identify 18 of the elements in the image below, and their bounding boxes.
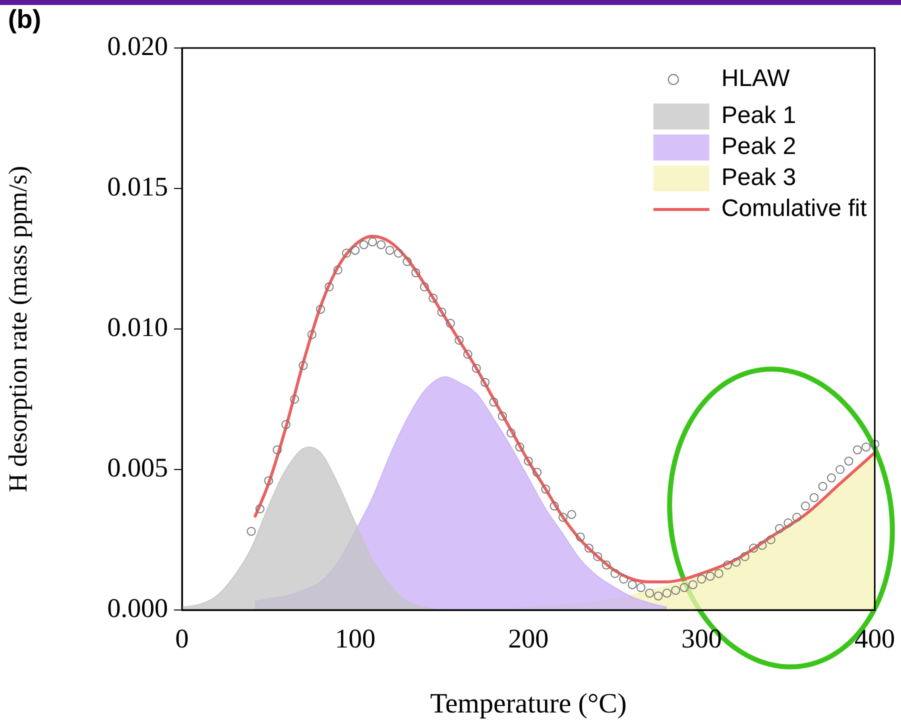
legend-label: Peak 1 [721,102,796,130]
legend-label: HLAW [721,65,790,92]
y-tick-label: 0.005 [107,452,168,483]
x-tick-label: 200 [508,623,549,654]
legend-label: Peak 3 [721,164,796,192]
y-tick-label: 0.015 [107,172,168,202]
text: (b) [8,4,42,35]
y-tick-label: 0.010 [107,312,168,342]
y-tick-label: 0.020 [107,31,168,62]
x-tick-label: 300 [681,623,722,654]
y-tick-label: 0.000 [107,593,168,624]
x-tick-label: 0 [175,623,189,654]
y-axis-title: H desorption rate (mass ppm/s) [3,166,32,492]
x-tick-label: 400 [854,623,895,654]
x-axis-title: Temperature (°C) [430,688,627,720]
legend-label: Comulative fit [721,195,868,222]
legend-label: Peak 2 [721,133,796,160]
x-tick-label: 100 [334,623,376,654]
